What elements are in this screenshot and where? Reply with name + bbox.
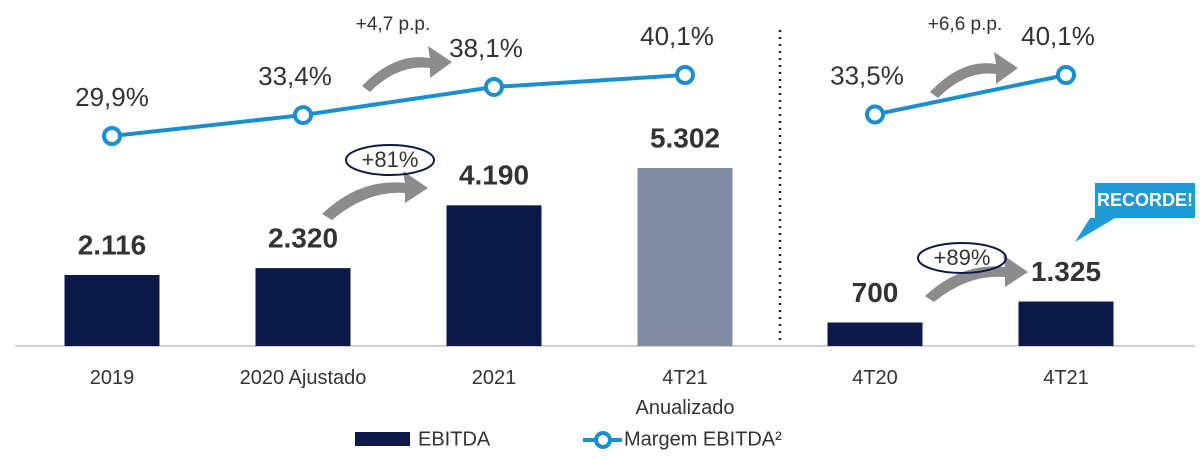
- highlight-ellipse: [917, 242, 1007, 274]
- annotation: +89%: [934, 245, 991, 270]
- line-point: [1056, 65, 1076, 85]
- bar: [637, 168, 733, 346]
- legend-label: EBITDA: [418, 428, 491, 450]
- arrows: [322, 46, 1028, 302]
- line: [111, 73, 686, 138]
- x-tick-label: 4T20: [852, 367, 898, 389]
- line-point: [484, 76, 504, 97]
- legend-swatch: [355, 432, 410, 446]
- x-tick-label: 4T21: [1043, 367, 1089, 389]
- data-label: 1.325: [1031, 256, 1101, 287]
- legend-label: Margem EBITDA²: [624, 428, 782, 450]
- bar: [446, 205, 542, 346]
- x-tick-label: 2021: [471, 367, 517, 389]
- bar: [1018, 301, 1114, 346]
- data-label: 33,4%: [258, 61, 332, 91]
- line-point: [675, 65, 695, 85]
- data-label: 2.116: [78, 229, 147, 260]
- line: [874, 73, 1067, 117]
- data-label: 33,5%: [830, 60, 904, 90]
- x-tick-label: 2019: [89, 367, 135, 389]
- data-label: 38,1%: [449, 33, 523, 63]
- line-point: [102, 126, 122, 146]
- bar: [64, 274, 160, 346]
- highlight-ellipse: [345, 144, 435, 176]
- x-tick-label: 4T21 Anualizado: [635, 367, 735, 419]
- bar: [255, 268, 351, 346]
- annotation: +6,6 p.p.: [928, 14, 1002, 35]
- x-tick-label: 2020 Ajustado: [239, 367, 367, 389]
- callout-text: RECORDE!: [1097, 190, 1193, 210]
- data-label: 2.320: [268, 223, 338, 254]
- data-label: 29,9%: [75, 82, 149, 112]
- line-point: [865, 104, 885, 125]
- annotation: +81%: [362, 147, 419, 172]
- legend-swatch: [594, 431, 612, 449]
- data-label: 700: [852, 277, 899, 308]
- line-point: [293, 105, 313, 126]
- data-label: 40,1%: [640, 21, 714, 51]
- annotation: +4,7 p.p.: [356, 14, 430, 35]
- data-label: 4.190: [459, 160, 529, 191]
- bar: [827, 322, 923, 346]
- data-label: 40,1%: [1021, 21, 1095, 51]
- callout-box: [1075, 183, 1195, 242]
- data-label: 5.302: [650, 122, 720, 153]
